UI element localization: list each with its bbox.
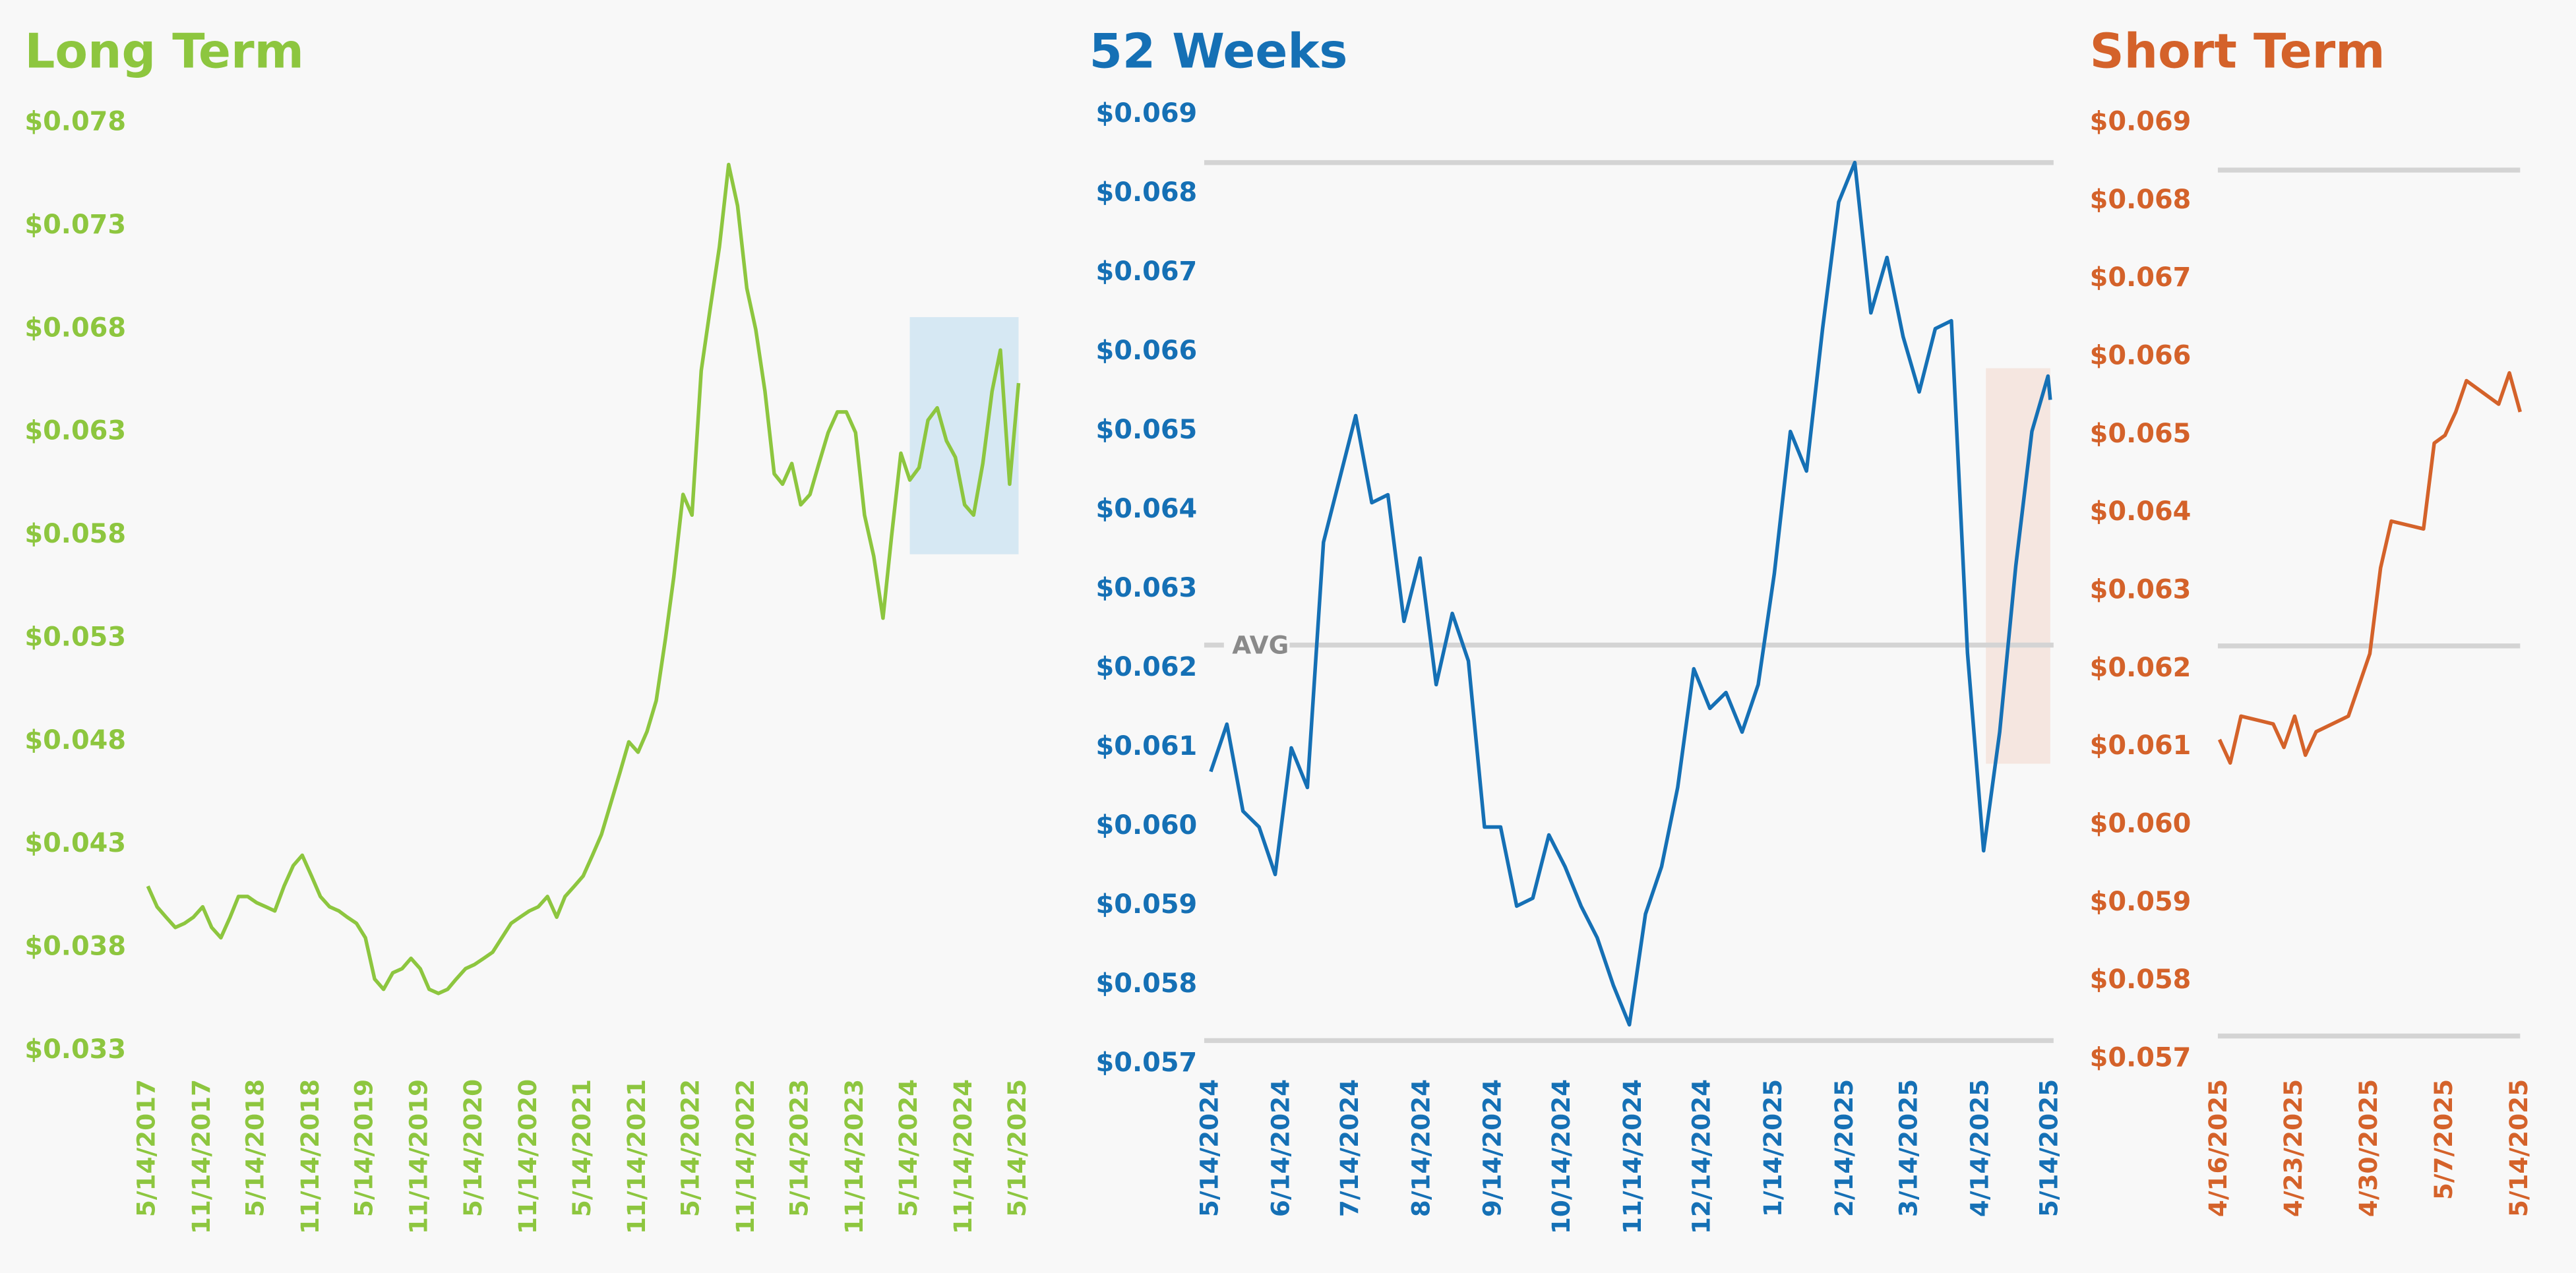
- price-line: [2217, 370, 2522, 765]
- y-tick-label: $0.063: [1096, 573, 1198, 603]
- x-tick-label: 11/14/2018: [295, 1079, 324, 1234]
- x-tick-label: 9/14/2024: [1477, 1079, 1506, 1217]
- reference-label-bg: [1223, 628, 1290, 662]
- y-tick-label: $0.061: [2090, 730, 2192, 761]
- y-tick-label: $0.061: [1096, 731, 1198, 761]
- reference-label: AVG: [1232, 630, 1289, 659]
- x-tick-label: 5/14/2019: [350, 1079, 379, 1217]
- y-tick-label: $0.062: [1096, 652, 1198, 682]
- x-tick-label: 11/14/2020: [513, 1079, 542, 1234]
- y-tick-label: $0.058: [24, 519, 126, 549]
- y-tick-label: $0.063: [2090, 574, 2192, 605]
- x-tick-label: 5/7/2025: [2429, 1079, 2458, 1200]
- x-tick-label: 8/14/2024: [1406, 1079, 1435, 1217]
- x-tick-label: 12/14/2024: [1687, 1079, 1716, 1234]
- y-tick-label: $0.067: [1096, 256, 1198, 287]
- chart-title: 52 Weeks: [1089, 24, 1348, 79]
- x-tick-label: 7/14/2024: [1335, 1079, 1364, 1217]
- chart-title: Long Term: [24, 24, 303, 79]
- x-tick-label: 3/14/2025: [1894, 1079, 1923, 1217]
- x-tick-label: 11/14/2024: [948, 1079, 977, 1234]
- y-tick-label: $0.068: [1096, 177, 1198, 208]
- y-tick-label: $0.065: [2090, 419, 2192, 449]
- x-tick-label: 5/14/2022: [676, 1079, 705, 1217]
- y-tick-label: $0.073: [24, 210, 126, 240]
- y-tick-label: $0.068: [24, 312, 126, 343]
- x-tick-label: 2/14/2025: [1829, 1079, 1858, 1217]
- x-tick-label: 5/14/2021: [567, 1079, 596, 1217]
- y-tick-label: $0.058: [1096, 968, 1198, 999]
- y-tick-label: $0.060: [1096, 810, 1198, 841]
- y-tick-label: $0.067: [2090, 262, 2192, 293]
- price-line: [146, 162, 1021, 995]
- x-tick-label: 5/14/2025: [1002, 1079, 1031, 1217]
- x-tick-label: 11/14/2024: [1618, 1079, 1647, 1234]
- y-tick-label: $0.058: [2090, 964, 2192, 995]
- highlight-box: [1986, 368, 2050, 764]
- y-tick-label: $0.069: [1096, 98, 1198, 129]
- y-tick-label: $0.063: [24, 416, 126, 446]
- x-tick-label: 11/14/2021: [622, 1079, 651, 1234]
- x-tick-label: 5/14/2018: [241, 1079, 270, 1217]
- x-tick-label: 5/14/2024: [1194, 1079, 1223, 1217]
- x-tick-label: 6/14/2024: [1266, 1079, 1295, 1217]
- x-tick-label: 11/14/2022: [731, 1079, 760, 1234]
- x-tick-label: 1/14/2025: [1758, 1079, 1787, 1217]
- x-tick-label: 11/14/2017: [187, 1079, 216, 1234]
- x-tick-label: 11/14/2023: [840, 1079, 869, 1234]
- y-tick-label: $0.053: [24, 622, 126, 652]
- x-tick-label: 4/14/2025: [1965, 1079, 1994, 1217]
- y-tick-label: $0.059: [2090, 887, 2192, 917]
- x-tick-label: 5/14/2017: [132, 1079, 161, 1217]
- y-tick-label: $0.060: [2090, 808, 2192, 839]
- y-tick-label: $0.062: [2090, 653, 2192, 683]
- y-tick-label: $0.069: [2090, 107, 2192, 137]
- x-tick-label: 5/14/2025: [2504, 1079, 2533, 1217]
- x-tick-label: 5/14/2024: [894, 1079, 923, 1217]
- x-tick-label: 5/14/2025: [2034, 1079, 2063, 1217]
- x-tick-label: 4/30/2025: [2354, 1079, 2383, 1217]
- price-line: [1209, 160, 2052, 1027]
- y-tick-label: $0.033: [24, 1034, 126, 1065]
- y-tick-label: $0.064: [2090, 496, 2192, 527]
- y-tick-label: $0.057: [1096, 1048, 1198, 1078]
- y-tick-label: $0.057: [2090, 1042, 2192, 1073]
- x-tick-label: 4/23/2025: [2279, 1079, 2308, 1217]
- y-tick-label: $0.043: [24, 828, 126, 858]
- y-tick-label: $0.064: [1096, 494, 1198, 524]
- y-tick-label: $0.048: [24, 725, 126, 755]
- y-tick-label: $0.068: [2090, 185, 2192, 215]
- x-tick-label: 5/14/2020: [458, 1079, 487, 1217]
- x-tick-label: 11/14/2019: [404, 1079, 433, 1234]
- y-tick-label: $0.078: [24, 107, 126, 137]
- x-tick-label: 4/16/2025: [2203, 1079, 2232, 1217]
- y-tick-label: $0.038: [24, 932, 126, 962]
- x-tick-label: 10/14/2024: [1547, 1079, 1576, 1234]
- y-tick-label: $0.059: [1096, 889, 1198, 920]
- y-tick-label: $0.066: [1096, 336, 1198, 366]
- y-tick-label: $0.065: [1096, 415, 1198, 445]
- x-tick-label: 5/14/2023: [785, 1079, 814, 1217]
- y-tick-label: $0.066: [2090, 341, 2192, 371]
- chart-title: Short Term: [2090, 24, 2385, 79]
